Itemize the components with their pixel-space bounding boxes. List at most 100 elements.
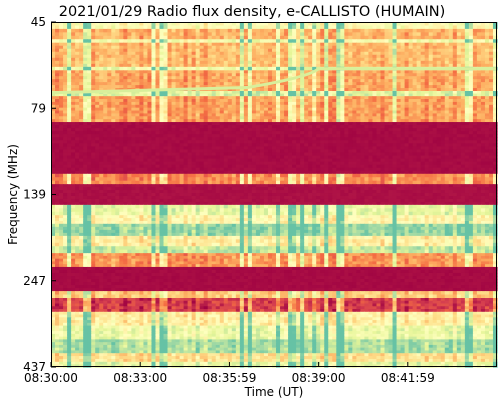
- heatmap-cell: [492, 155, 498, 160]
- heatmap-cell: [444, 60, 450, 65]
- heatmap-cell: [356, 70, 361, 74]
- heatmap-cell: [99, 35, 104, 40]
- heatmap-cell: [211, 143, 217, 147]
- heatmap-cell: [243, 66, 249, 71]
- heatmap-cell: [159, 70, 165, 74]
- heatmap-cell: [111, 76, 116, 80]
- heatmap-cell: [63, 101, 68, 106]
- heatmap-cell: [408, 28, 414, 33]
- heatmap-cell: [464, 93, 470, 97]
- heatmap-cell: [211, 22, 217, 27]
- heatmap-cell: [151, 70, 157, 74]
- heatmap-cell: [99, 116, 104, 120]
- heatmap-cell: [408, 99, 414, 103]
- heatmap-cell: [63, 110, 68, 115]
- heatmap-cell: [316, 39, 321, 44]
- heatmap-cell: [348, 110, 353, 115]
- heatmap-cell: [247, 54, 253, 59]
- heatmap-cell: [312, 91, 317, 95]
- heatmap-cell: [484, 39, 490, 44]
- heatmap-cell: [356, 48, 361, 53]
- heatmap-cell: [207, 155, 213, 160]
- heatmap-cell: [328, 128, 333, 132]
- heatmap-cell: [99, 88, 104, 92]
- heatmap-cell: [87, 45, 92, 50]
- heatmap-cell: [400, 57, 406, 62]
- heatmap-cell: [460, 101, 466, 106]
- heatmap-cell: [444, 152, 450, 157]
- heatmap-cell: [408, 70, 414, 74]
- heatmap-cell: [103, 66, 108, 71]
- heatmap-cell: [460, 119, 466, 123]
- heatmap-cell: [312, 122, 317, 126]
- heatmap-cell: [388, 122, 394, 126]
- heatmap-cell: [428, 28, 434, 33]
- heatmap-cell: [424, 146, 430, 151]
- heatmap-cell: [332, 116, 337, 120]
- heatmap-cell: [348, 137, 353, 141]
- heatmap-cell: [119, 70, 124, 74]
- heatmap-cell: [51, 85, 56, 89]
- heatmap-cell: [91, 73, 96, 77]
- heatmap-cell: [352, 128, 357, 132]
- heatmap-cell: [219, 82, 225, 86]
- heatmap-cell: [203, 93, 209, 97]
- heatmap-cell: [215, 73, 221, 77]
- heatmap-cell: [408, 149, 414, 154]
- heatmap-cell: [464, 85, 470, 89]
- heatmap-cell: [247, 110, 253, 115]
- heatmap-cell: [251, 107, 257, 112]
- heatmap-cell: [135, 85, 140, 89]
- heatmap-cell: [83, 131, 88, 135]
- heatmap-cell: [171, 125, 177, 129]
- heatmap-cell: [484, 134, 490, 138]
- heatmap-cell: [251, 101, 257, 106]
- heatmap-cell: [300, 45, 305, 50]
- heatmap-cell: [207, 70, 213, 74]
- heatmap-cell: [288, 155, 293, 160]
- heatmap-cell: [436, 60, 442, 65]
- heatmap-cell: [440, 155, 446, 160]
- heatmap-cell: [348, 99, 353, 103]
- heatmap-cell: [107, 119, 112, 123]
- heatmap-cell: [239, 119, 245, 123]
- heatmap-cell: [79, 119, 84, 123]
- heatmap-cell: [243, 96, 249, 100]
- heatmap-cell: [452, 32, 458, 37]
- heatmap-cell: [107, 22, 112, 27]
- heatmap-cell: [476, 45, 482, 50]
- heatmap-cell: [352, 73, 357, 77]
- heatmap-cell: [344, 79, 349, 83]
- heatmap-cell: [135, 25, 140, 30]
- heatmap-cell: [199, 107, 205, 112]
- heatmap-cell: [392, 146, 398, 151]
- heatmap-cell: [111, 140, 116, 144]
- heatmap-cell: [364, 155, 370, 160]
- heatmap-cell: [139, 73, 145, 77]
- heatmap-cell: [71, 96, 76, 100]
- heatmap-cell: [296, 79, 301, 83]
- heatmap-cell: [247, 25, 253, 30]
- heatmap-cell: [207, 107, 213, 112]
- heatmap-cell: [83, 96, 88, 100]
- heatmap-cell: [95, 70, 100, 74]
- heatmap-cell: [211, 128, 217, 132]
- heatmap-cell: [251, 42, 257, 47]
- heatmap-cell: [360, 116, 366, 120]
- heatmap-cell: [332, 101, 337, 106]
- heatmap-cell: [424, 104, 430, 109]
- heatmap-cell: [360, 119, 366, 123]
- heatmap-cell: [364, 128, 370, 132]
- heatmap-cell: [432, 143, 438, 147]
- heatmap-cell: [215, 57, 221, 62]
- heatmap-cell: [159, 137, 165, 141]
- heatmap-cell: [276, 99, 281, 103]
- heatmap-cell: [488, 25, 494, 30]
- heatmap-cell: [336, 70, 341, 74]
- heatmap-cell: [203, 57, 209, 62]
- heatmap-cell: [211, 113, 217, 117]
- heatmap-cell: [492, 85, 498, 89]
- heatmap-cell: [456, 107, 462, 112]
- heatmap-cell: [356, 85, 361, 89]
- heatmap-cell: [103, 35, 108, 40]
